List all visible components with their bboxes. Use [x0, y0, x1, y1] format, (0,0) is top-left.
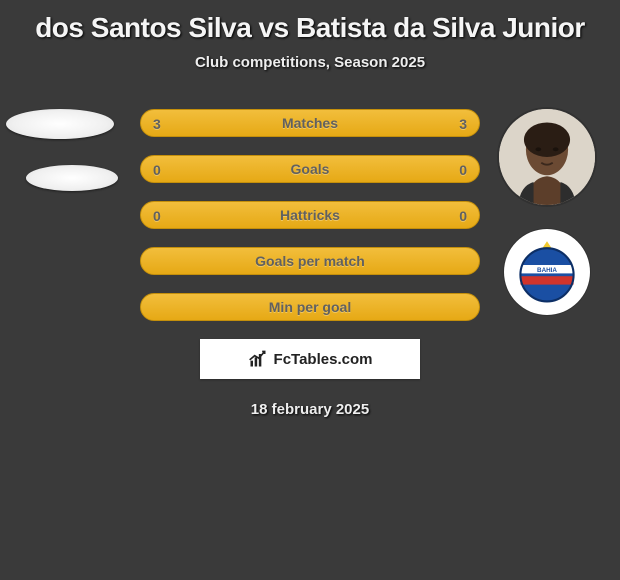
brand-chart-icon — [248, 349, 268, 369]
club-badge-icon: BAHIA — [512, 237, 582, 307]
player-right-club-badge: BAHIA — [504, 229, 590, 315]
svg-text:BAHIA: BAHIA — [537, 267, 557, 274]
stat-matches-left: 3 — [153, 110, 161, 138]
stat-hattricks-right: 0 — [459, 202, 467, 230]
footer-date: 18 february 2025 — [0, 401, 620, 418]
player-right-column: BAHIA — [492, 109, 602, 315]
stat-row-matches: 3 Matches 3 — [140, 109, 480, 137]
player-left-placeholder-1 — [6, 109, 114, 139]
player-left-placeholder-2 — [26, 165, 118, 191]
page-subtitle: Club competitions, Season 2025 — [0, 54, 620, 71]
brand-text: FcTables.com — [274, 351, 373, 368]
page-title: dos Santos Silva vs Batista da Silva Jun… — [0, 0, 620, 48]
stat-matches-label: Matches — [282, 115, 338, 131]
stat-mpg-label: Min per goal — [269, 299, 351, 315]
stat-row-goals-per-match: Goals per match — [140, 247, 480, 275]
stat-goals-label: Goals — [291, 161, 330, 177]
stat-matches-right: 3 — [459, 110, 467, 138]
stat-goals-left: 0 — [153, 156, 161, 184]
player-face-icon — [499, 109, 595, 205]
player-right-photo — [499, 109, 595, 205]
stat-row-goals: 0 Goals 0 — [140, 155, 480, 183]
stat-hattricks-label: Hattricks — [280, 207, 340, 223]
comparison-content: BAHIA 3 Matches 3 0 Goals 0 0 Hattricks … — [0, 109, 620, 418]
stat-hattricks-left: 0 — [153, 202, 161, 230]
stat-rows: 3 Matches 3 0 Goals 0 0 Hattricks 0 Goal… — [140, 109, 480, 321]
stat-row-hattricks: 0 Hattricks 0 — [140, 201, 480, 229]
stat-gpm-label: Goals per match — [255, 253, 365, 269]
stat-goals-right: 0 — [459, 156, 467, 184]
stat-row-min-per-goal: Min per goal — [140, 293, 480, 321]
brand-box: FcTables.com — [200, 339, 420, 379]
player-left-column — [6, 109, 126, 191]
